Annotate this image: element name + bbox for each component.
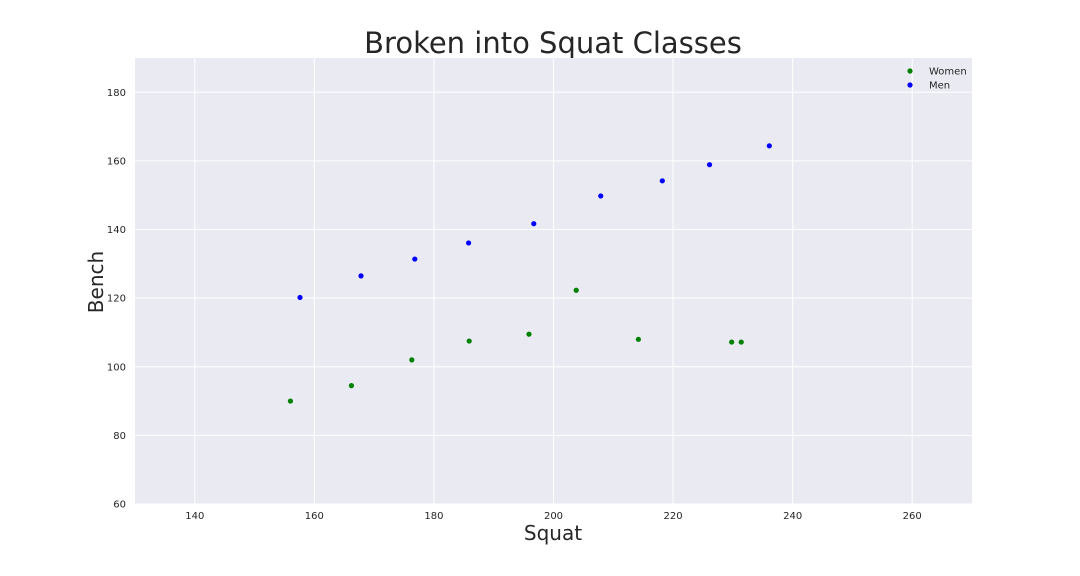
x-tick-label: 220 [664, 511, 683, 522]
legend: Women Men [907, 67, 967, 92]
data-points [287, 143, 772, 404]
y-tick-label: 160 [107, 156, 126, 167]
women-point [526, 331, 532, 337]
x-tick-label: 240 [783, 511, 802, 522]
men-point [358, 273, 364, 279]
women-point [466, 338, 472, 344]
men-point [466, 240, 472, 246]
men-point [297, 294, 303, 301]
x-tick-label: 200 [544, 511, 563, 522]
grid [135, 58, 972, 505]
chart-title: Broken into Squat Classes [364, 26, 742, 60]
women-point [287, 398, 294, 404]
women-point [348, 383, 355, 389]
women-point [729, 339, 735, 345]
women-point [635, 336, 641, 342]
men-point [659, 178, 665, 184]
x-tick-label: 160 [305, 511, 324, 522]
men-point [598, 193, 604, 199]
y-tick-label: 100 [107, 362, 126, 373]
y-tick-label: 60 [113, 500, 126, 511]
men-point [531, 221, 537, 227]
x-tick-label: 180 [424, 511, 443, 522]
women-point [409, 357, 415, 363]
women-point [738, 339, 744, 345]
legend-marker-men [907, 82, 913, 88]
x-tick-label: 140 [185, 511, 204, 522]
legend-label-men: Men [929, 81, 950, 92]
y-tick-label: 180 [107, 88, 126, 99]
x-axis-label: Squat [524, 521, 582, 545]
men-point [412, 256, 418, 262]
men-point [766, 143, 772, 149]
y-tick-label: 80 [113, 431, 126, 442]
legend-marker-women [907, 68, 913, 74]
y-tick-label: 140 [107, 225, 126, 236]
women-point [573, 287, 579, 293]
y-tick-label: 120 [107, 294, 126, 305]
tick-labels: 140 160 180 200 220 240 260 60 80 100 120 140 160 180 [107, 88, 922, 522]
y-axis-label: Bench [84, 251, 108, 313]
men-point [706, 162, 713, 168]
legend-label-women: Women [929, 67, 967, 78]
x-tick-label: 260 [903, 511, 922, 522]
